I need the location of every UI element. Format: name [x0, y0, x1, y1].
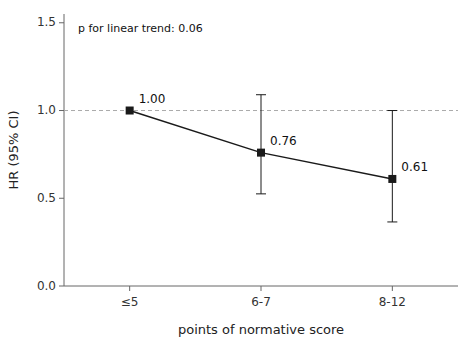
marker	[257, 149, 265, 157]
y-tick-label: 0.0	[37, 279, 56, 293]
error-bar-cap	[387, 221, 397, 222]
y-tick	[59, 286, 64, 287]
error-bar-stem	[261, 95, 262, 194]
y-tick-label: 0.5	[37, 191, 56, 205]
x-tick	[392, 286, 393, 291]
x-tick-label: 8-12	[379, 295, 406, 309]
error-bar-stem	[392, 111, 393, 222]
y-axis	[64, 14, 65, 286]
y-tick	[59, 198, 64, 199]
error-bar	[256, 95, 266, 194]
x-tick	[129, 286, 130, 291]
x-tick-label: ≤5	[121, 295, 139, 309]
x-tick-label: 6-7	[251, 295, 271, 309]
marker	[388, 175, 396, 183]
y-tick-label: 1.0	[37, 103, 56, 117]
error-bar-cap	[256, 193, 266, 194]
data-label: 1.00	[139, 92, 166, 106]
error-bar-cap	[256, 94, 266, 95]
y-tick-label: 1.5	[37, 15, 56, 29]
chart: 0.0 0.5 1.0 1.5 ≤5 6-7 8-12 points of normative…	[0, 0, 474, 348]
plot-area	[64, 95, 458, 222]
data-label: 0.61	[401, 160, 428, 174]
error-bar-cap	[387, 110, 397, 111]
x-axis-label: points of normative score	[178, 322, 344, 337]
y-tick	[59, 110, 64, 111]
error-bar	[387, 111, 397, 222]
y-tick	[59, 22, 64, 23]
data-label: 0.76	[270, 134, 297, 148]
annotation: p for linear trend: 0.06	[78, 22, 203, 35]
y-axis-label: HR (95% CI)	[6, 110, 21, 189]
x-tick	[261, 286, 262, 291]
marker	[126, 107, 134, 115]
